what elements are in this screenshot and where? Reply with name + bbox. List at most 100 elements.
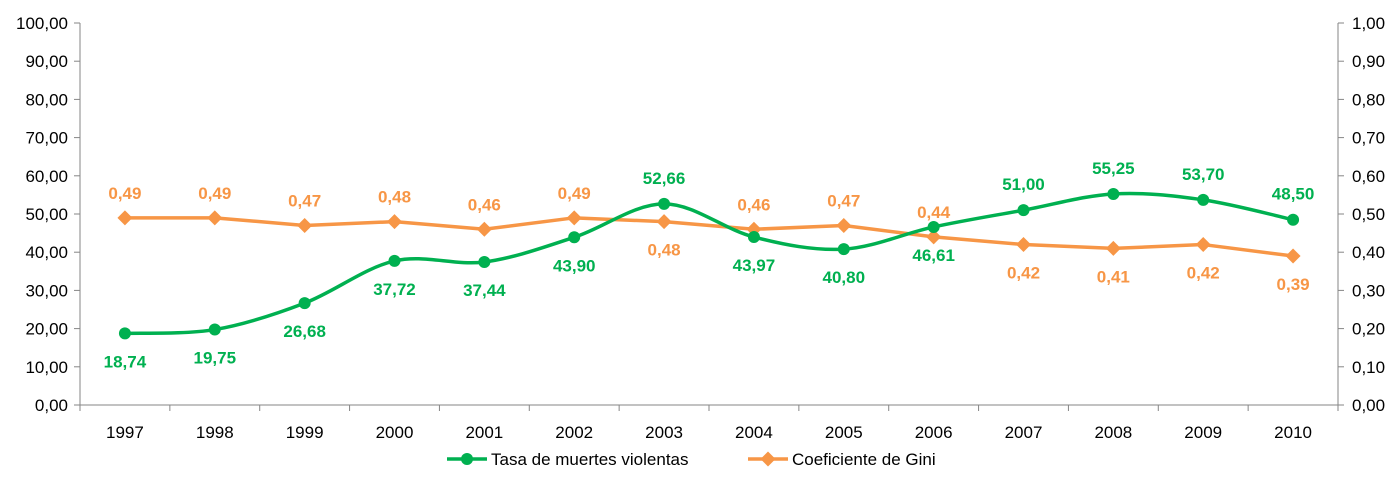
series-line-tasa	[124, 191, 1294, 336]
data-label-gini: 0,44	[917, 203, 951, 222]
point-gini	[297, 217, 313, 233]
point-gini	[476, 221, 492, 237]
x-tick-label: 2001	[465, 423, 503, 442]
point-tasa	[388, 254, 401, 267]
data-label-tasa: 46,61	[912, 246, 955, 265]
x-tick-label: 2003	[645, 423, 683, 442]
data-label-tasa: 18,74	[104, 352, 147, 371]
data-label-gini: 0,48	[378, 188, 411, 207]
point-gini	[656, 214, 672, 230]
point-gini	[387, 214, 402, 230]
data-label-tasa: 43,90	[553, 256, 596, 275]
data-label-gini: 0,42	[1007, 264, 1040, 283]
point-gini	[1285, 248, 1301, 264]
data-label-gini: 0,49	[108, 184, 141, 203]
data-labels: 0,49 0,49 0,47 0,48 0,46 0,49 0,48 0,46 0,47 0,44…	[104, 159, 1315, 371]
data-label-tasa: 52,66	[643, 169, 686, 188]
legend: Tasa de muertes violentas Coeficiente de …	[447, 450, 936, 469]
point-tasa	[747, 231, 760, 244]
y-left-tick-label: 80,00	[25, 90, 68, 109]
y-right-tick-label: 0,00	[1352, 396, 1385, 415]
point-gini	[117, 210, 133, 226]
x-tick-label: 2010	[1274, 423, 1312, 442]
point-gini	[1105, 240, 1121, 256]
y-left-tick-label: 70,00	[25, 129, 68, 148]
x-tick-label: 2005	[825, 423, 863, 442]
y-right-tick-label: 0,60	[1352, 167, 1385, 186]
y-right-tick-label: 0,90	[1352, 52, 1385, 71]
data-label-gini: 0,47	[827, 191, 860, 210]
point-gini	[836, 217, 852, 233]
point-tasa	[208, 323, 221, 336]
point-tasa	[118, 327, 131, 340]
x-tick-label: 2007	[1005, 423, 1043, 442]
series-gini	[117, 210, 1301, 264]
data-label-gini: 0,48	[648, 241, 681, 260]
legend-label-tasa: Tasa de muertes violentas	[491, 450, 689, 469]
data-label-gini: 0,49	[198, 184, 231, 203]
data-label-gini: 0,39	[1277, 275, 1310, 294]
legend-label-gini: Coeficiente de Gini	[792, 450, 936, 469]
data-label-tasa: 43,97	[733, 256, 776, 275]
point-gini	[566, 210, 582, 226]
data-label-tasa: 37,44	[463, 281, 506, 300]
data-label-tasa: 51,00	[1002, 175, 1045, 194]
y-left-tick-label: 90,00	[25, 52, 68, 71]
point-tasa	[478, 255, 491, 268]
y-right-tick-label: 0,20	[1352, 320, 1385, 339]
x-tick-label: 2002	[555, 423, 593, 442]
data-label-tasa: 37,72	[373, 280, 416, 299]
point-gini	[926, 229, 942, 245]
data-label-tasa: 26,68	[283, 322, 326, 341]
data-label-tasa: 53,70	[1182, 165, 1225, 184]
data-label-tasa: 40,80	[823, 268, 866, 287]
point-tasa	[927, 220, 940, 233]
series-layer	[117, 187, 1301, 340]
point-tasa	[1017, 204, 1030, 217]
y-left-tick-label: 0,00	[35, 396, 68, 415]
y-left-tick-label: 50,00	[25, 205, 68, 224]
x-tick-label: 2004	[735, 423, 773, 442]
data-label-tasa: 48,50	[1272, 185, 1315, 204]
y-left-tick-label: 60,00	[25, 167, 68, 186]
y-left-tick-label: 30,00	[25, 281, 68, 300]
point-tasa	[658, 197, 671, 210]
point-tasa	[568, 231, 581, 244]
data-label-gini: 0,41	[1097, 267, 1130, 286]
point-gini	[1016, 237, 1031, 253]
point-tasa	[1107, 187, 1120, 200]
x-tick-label: 2008	[1094, 423, 1132, 442]
data-label-tasa: 55,25	[1092, 159, 1135, 178]
legend-item-tasa: Tasa de muertes violentas	[447, 450, 689, 469]
point-gini	[207, 210, 223, 226]
point-gini	[1195, 237, 1211, 253]
legend-marker-tasa	[461, 453, 473, 465]
y-left-tick-label: 40,00	[25, 243, 68, 262]
legend-item-gini: Coeficiente de Gini	[748, 450, 936, 469]
y-right-tick-label: 0,50	[1352, 205, 1385, 224]
y-left-tick-label: 10,00	[25, 358, 68, 377]
axes: 0,00 10,00 20,00 30,00 40,00 50,00 60,00 70,00 8…	[16, 14, 1385, 442]
y-right-tick-label: 0,70	[1352, 129, 1385, 148]
legend-marker-gini	[760, 451, 776, 467]
x-tick-label: 2000	[376, 423, 414, 442]
y-left-tick-label: 100,00	[16, 14, 68, 33]
y-right-tick-label: 0,30	[1352, 281, 1385, 300]
series-line-gini	[124, 216, 1294, 258]
y-left-tick-label: 20,00	[25, 320, 68, 339]
data-label-gini: 0,46	[737, 195, 770, 214]
x-tick-label: 1998	[196, 423, 234, 442]
data-label-tasa: 19,75	[194, 349, 237, 368]
x-tick-label: 1999	[286, 423, 324, 442]
data-label-gini: 0,42	[1187, 264, 1220, 283]
point-tasa	[1287, 213, 1300, 226]
x-tick-label: 1997	[106, 423, 144, 442]
x-tick-label: 2009	[1184, 423, 1222, 442]
point-tasa	[837, 243, 850, 256]
y-right-tick-label: 1,00	[1352, 14, 1385, 33]
x-tick-label: 2006	[915, 423, 953, 442]
data-label-gini: 0,46	[468, 195, 501, 214]
data-label-gini: 0,49	[558, 184, 591, 203]
point-tasa	[1197, 193, 1210, 206]
